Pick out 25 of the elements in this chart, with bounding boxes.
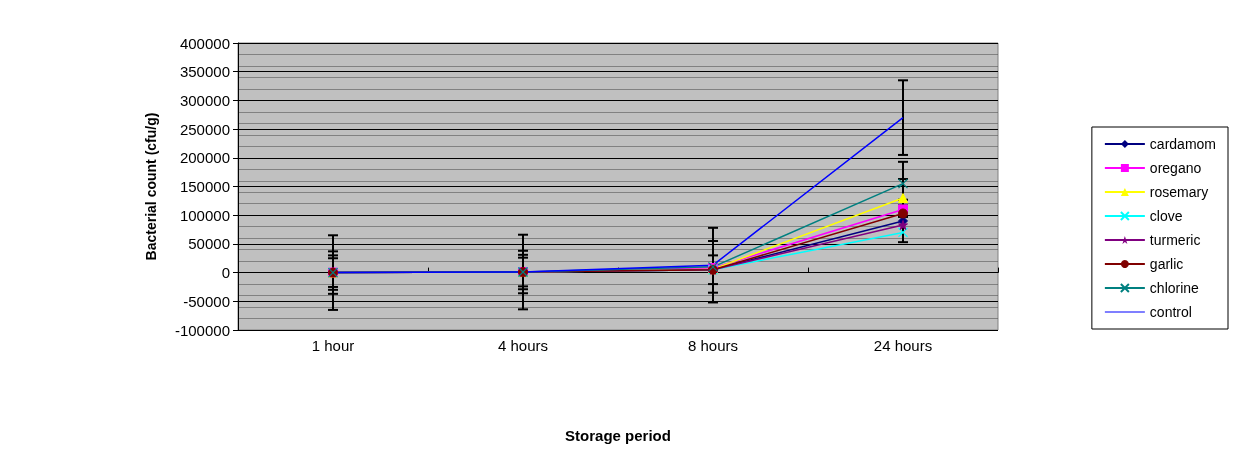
y-tick-label: 350000 (179, 63, 230, 81)
y-tick-label: 250000 (179, 120, 230, 138)
legend-label: rosemary (1149, 184, 1209, 200)
y-tick-label: 400000 (179, 34, 230, 52)
x-tick-label: 8 hours (687, 337, 739, 354)
legend-label: turmeric (1149, 232, 1201, 248)
x-tick-label: 1 hour (311, 337, 355, 354)
x-axis-title: Storage period (565, 427, 671, 444)
y-tick-label: 200000 (179, 149, 230, 167)
x-tick-label: 4 hours (497, 337, 549, 354)
y-tick-label: 50000 (188, 235, 230, 253)
legend-label: chlorine (1149, 280, 1200, 296)
y-tick-label: -100000 (174, 321, 230, 339)
y-tick-label: 150000 (179, 178, 230, 195)
legend-label: clove (1149, 208, 1183, 224)
legend-label: oregano (1149, 160, 1202, 176)
y-tick-label: 100000 (179, 206, 230, 224)
x-tick-label: 24 hours (873, 337, 933, 354)
legend-label: control (1149, 304, 1192, 320)
legend-label: cardamom (1149, 136, 1217, 152)
y-tick-label: 300000 (179, 91, 230, 109)
legend-label: garlic (1149, 256, 1184, 272)
y-axis-title: Bacterial count (cfu/g) (143, 112, 159, 261)
y-tick-label: -50000 (183, 292, 230, 310)
y-tick-label: 0 (221, 264, 230, 282)
